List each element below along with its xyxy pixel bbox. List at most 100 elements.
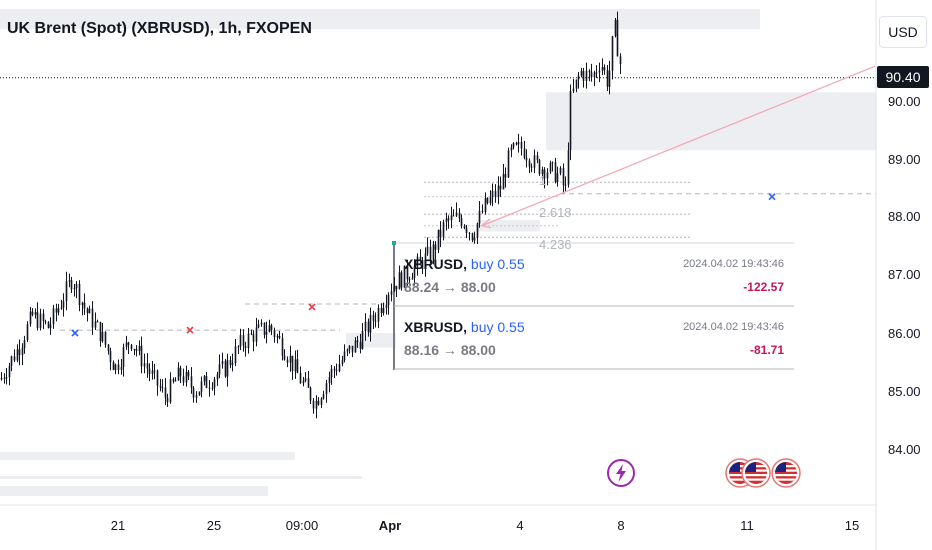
candle-body (83, 302, 86, 309)
candle-body (289, 355, 292, 363)
candle-body (159, 385, 162, 388)
candle-body (439, 229, 442, 237)
candles-layer (0, 11, 622, 419)
candle-body (564, 184, 567, 186)
candle-body (234, 346, 237, 364)
lightning-icon[interactable] (606, 458, 636, 488)
candle-body (322, 394, 325, 399)
candle-body (502, 174, 505, 190)
candle-body (94, 321, 97, 328)
candle-body (114, 364, 117, 371)
time-tick: 21 (110, 518, 126, 533)
order-prices: 88.16 → 88.00 (404, 342, 496, 358)
candle-body (31, 311, 34, 315)
candle-body (104, 331, 107, 345)
currency-button[interactable]: USD (879, 16, 927, 48)
candle-body (372, 314, 375, 321)
candle-body (229, 359, 232, 365)
price-tick: 86.00 (888, 326, 921, 341)
candle-body (127, 342, 130, 345)
time-tick: 25 (206, 518, 222, 533)
footer-zone (0, 486, 268, 496)
candle-body (551, 162, 554, 164)
candle-body (354, 340, 357, 353)
candle-body (554, 162, 557, 183)
candle-body (73, 288, 76, 290)
candle-body (411, 278, 414, 280)
candle-body (96, 321, 99, 323)
price-tick: 87.00 (888, 267, 921, 282)
candle-body (138, 345, 141, 351)
candle-body (143, 363, 146, 367)
candle-body (146, 363, 149, 369)
candle-body (283, 355, 286, 360)
candle-body (247, 333, 250, 349)
candle-body (416, 256, 419, 267)
candle-body (221, 361, 224, 365)
candle-body (549, 162, 552, 173)
us-flag-icon[interactable] (741, 458, 771, 488)
candle-body (346, 349, 349, 352)
candle-body (177, 367, 180, 381)
candle-body (601, 66, 604, 71)
candle-body (562, 167, 565, 186)
candle-body (341, 360, 344, 364)
fib-label: 2.618 (539, 205, 572, 220)
candle-body (616, 19, 619, 57)
footer-zone (0, 476, 362, 479)
candle-body (385, 304, 388, 309)
candle-body (343, 351, 346, 361)
candle-body (510, 147, 513, 151)
candle-body (421, 260, 424, 269)
candle-body (359, 342, 362, 349)
candle-body (330, 368, 333, 378)
order-card[interactable]: XBRUSD, buy 0.55 88.24 → 88.00 2024.04.0… (396, 250, 794, 310)
candle-body (224, 361, 227, 377)
candle-body (577, 75, 580, 80)
candle-body (515, 143, 518, 145)
candle-body (611, 36, 614, 71)
candle-body (65, 281, 68, 302)
candle-body (595, 72, 598, 74)
order-card[interactable]: XBRUSD, buy 0.55 88.16 → 88.00 2024.04.0… (396, 313, 794, 373)
header-zone (0, 9, 760, 29)
order-side: buy 0.55 (470, 319, 525, 335)
candle-body (468, 233, 471, 235)
candle-body (317, 400, 320, 405)
candle-body (335, 369, 338, 372)
candle-body (452, 215, 455, 217)
candle-body (398, 272, 401, 290)
candle-body (580, 70, 583, 76)
candle-body (406, 265, 409, 280)
fib-label: 1 (539, 173, 547, 188)
candle-body (70, 280, 73, 290)
order-symbol-line: XBRUSD, buy 0.55 (404, 256, 525, 272)
candle-body (44, 321, 47, 323)
candle-body (497, 185, 500, 197)
candle-body (387, 294, 390, 305)
chart-title: UK Brent (Spot) (XBRUSD), 1h, FXOPEN (7, 20, 312, 37)
candle-body (8, 365, 11, 378)
candle-body (489, 197, 492, 204)
candle-body (281, 338, 284, 356)
candle-body (151, 370, 154, 374)
candle-body (187, 371, 190, 377)
candle-body (588, 70, 591, 73)
x-marker-icon (768, 193, 776, 201)
candle-body (413, 266, 416, 279)
candle-body (374, 320, 377, 322)
candle-body (294, 359, 297, 372)
candle-body (112, 362, 115, 371)
candle-body (273, 330, 276, 338)
candle-body (117, 364, 120, 370)
order-pnl: -122.57 (743, 280, 784, 294)
candle-body (242, 335, 245, 346)
candle-body (460, 218, 463, 226)
us-flag-icon[interactable] (771, 458, 801, 488)
candle-body (174, 380, 177, 382)
price-tick: 90.00 (888, 94, 921, 109)
candle-body (192, 387, 195, 398)
candle-body (270, 325, 273, 331)
candle-body (481, 210, 484, 213)
